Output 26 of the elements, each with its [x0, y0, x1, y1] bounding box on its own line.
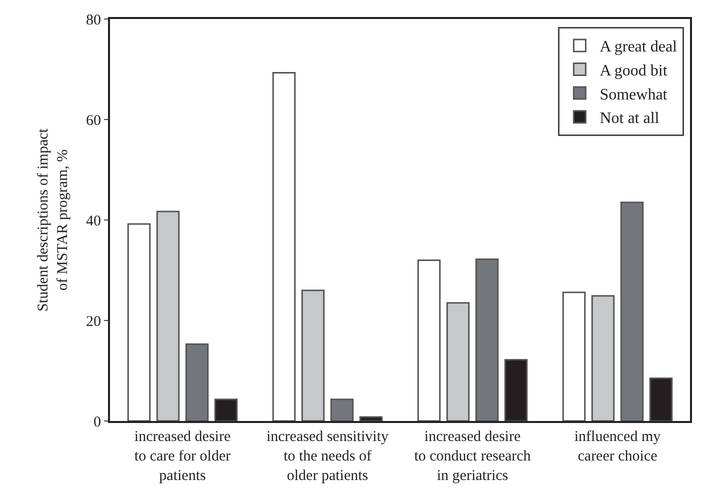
- bar: [156, 210, 180, 421]
- bar: [127, 223, 151, 421]
- bar: [417, 259, 441, 421]
- bar: [301, 290, 325, 421]
- y-tick-label: 80: [86, 12, 101, 28]
- y-tick-label: 20: [86, 314, 101, 330]
- bar: [620, 202, 644, 421]
- bar: [185, 343, 209, 421]
- y-tick-label: 0: [94, 414, 101, 430]
- y-tick-label: 40: [86, 213, 101, 230]
- y-axis-title: Student descriptions of impact of MSTAR program, %: [35, 128, 71, 312]
- bar: [475, 258, 499, 421]
- legend-label: Somewhat: [600, 86, 668, 104]
- legend-label: Not at all: [600, 110, 660, 128]
- bar: [591, 295, 615, 421]
- bar: [562, 292, 586, 421]
- x-tick-label: increased desire to conduct research in geriatrics: [414, 429, 532, 484]
- legend-label: A good bit: [600, 62, 668, 80]
- bar: [446, 302, 470, 421]
- bar: [330, 398, 354, 421]
- x-tick-label: increased desire to care for older patients: [134, 429, 231, 484]
- x-tick-label: increased sensitivity to the needs of older patients: [266, 429, 390, 484]
- bar: [272, 72, 296, 421]
- y-tick-label: 60: [86, 112, 101, 129]
- legend-label: A great deal: [600, 38, 678, 56]
- x-tick-label: influenced my career choice: [574, 429, 662, 464]
